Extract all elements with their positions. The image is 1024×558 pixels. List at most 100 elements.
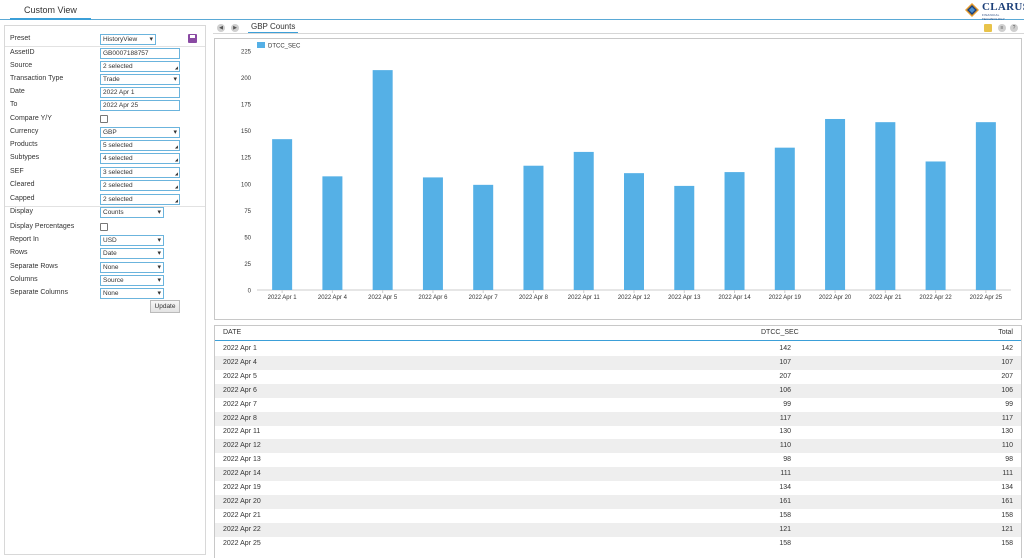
date-input[interactable]: 2022 Apr 1 xyxy=(100,87,180,98)
table-row[interactable]: 2022 Apr 25 158 158 xyxy=(215,537,1021,551)
logo-subtext: FINANCIAL TECHNOLOGY xyxy=(982,13,1006,21)
table-row[interactable]: 2022 Apr 20 161 161 xyxy=(215,494,1021,509)
subtypes-multiselect[interactable]: 4 selected xyxy=(100,153,180,164)
display-select[interactable]: Counts xyxy=(100,207,164,218)
x-tick-label: 2022 Apr 21 xyxy=(869,295,902,301)
cell-date: 2022 Apr 22 xyxy=(223,525,261,533)
cell-total: 161 xyxy=(1001,497,1013,505)
currency-select[interactable]: GBP xyxy=(100,127,180,138)
table-row[interactable]: 2022 Apr 13 98 98 xyxy=(215,453,1021,467)
bar[interactable] xyxy=(724,172,745,290)
bar[interactable] xyxy=(272,139,293,290)
filter-panel: Preset HistoryView AssetID GB0007188757 … xyxy=(4,25,206,555)
x-tick-label: 2022 Apr 13 xyxy=(668,295,701,301)
bar[interactable] xyxy=(573,151,594,290)
y-tick-label: 150 xyxy=(241,129,252,135)
table-row[interactable]: 2022 Apr 21 158 158 xyxy=(215,509,1021,523)
columns-select[interactable]: Source xyxy=(100,275,164,286)
separate-rows-select[interactable]: None xyxy=(100,262,164,273)
x-tick-label: 2022 Apr 22 xyxy=(919,295,952,301)
table-row[interactable]: 2022 Apr 19 134 134 xyxy=(215,481,1021,495)
floppy-disk-icon[interactable] xyxy=(188,34,197,43)
table-row[interactable]: 2022 Apr 11 130 130 xyxy=(215,425,1021,439)
separate-columns-select[interactable]: None xyxy=(100,288,164,299)
bar[interactable] xyxy=(875,122,896,291)
preset-select[interactable]: HistoryView xyxy=(100,34,156,45)
x-tick-label: 2022 Apr 8 xyxy=(519,295,549,301)
bar-chart: 0 25 50 75 100 125 150 175 200 225 2022 Apr 1 2022 … xyxy=(214,38,1022,320)
capped-row: Capped 2 selected xyxy=(10,194,200,206)
capped-label: Capped xyxy=(10,195,35,202)
columns-label: Columns xyxy=(10,276,38,283)
header-total[interactable]: Total xyxy=(998,329,1013,336)
export-document-icon[interactable] xyxy=(984,24,992,32)
bar[interactable] xyxy=(674,185,695,290)
table-row[interactable]: 2022 Apr 7 99 99 xyxy=(215,398,1021,412)
collapse-left-icon[interactable]: ◀ xyxy=(217,24,225,32)
bar[interactable] xyxy=(624,173,644,290)
bar[interactable] xyxy=(372,70,393,291)
to-date-input[interactable]: 2022 Apr 25 xyxy=(100,100,180,111)
top-bar: Custom View CLARUS FINANCIAL TECHNOLOGY xyxy=(0,0,1024,21)
assetid-input[interactable]: GB0007188757 xyxy=(100,48,180,59)
rows-select[interactable]: Date xyxy=(100,248,164,259)
bar[interactable] xyxy=(774,147,795,290)
cell-total: 121 xyxy=(1001,525,1013,533)
cell-date: 2022 Apr 19 xyxy=(223,484,261,491)
cell-dtcc-sec: 142 xyxy=(779,345,791,352)
bar[interactable] xyxy=(473,184,494,290)
bar[interactable] xyxy=(422,177,443,290)
cleared-multiselect[interactable]: 2 selected xyxy=(100,180,180,191)
cell-total: 107 xyxy=(1001,358,1013,366)
bar[interactable] xyxy=(925,161,946,290)
table-row[interactable]: 2022 Apr 8 117 117 xyxy=(215,411,1021,426)
capped-multiselect[interactable]: 2 selected xyxy=(100,194,180,205)
toolbar-icons: ≡ ? xyxy=(984,24,1020,34)
table-row[interactable]: 2022 Apr 6 106 106 xyxy=(215,383,1021,398)
table-row[interactable]: 2022 Apr 1 142 142 xyxy=(215,342,1021,356)
cell-dtcc-sec: 111 xyxy=(780,470,791,478)
products-multiselect[interactable]: 5 selected xyxy=(100,140,180,151)
cell-dtcc-sec: 121 xyxy=(779,525,791,533)
cell-total: 99 xyxy=(1005,400,1013,408)
table-row[interactable]: 2022 Apr 5 207 207 xyxy=(215,370,1021,384)
compare-yy-row: Compare Y/Y xyxy=(10,114,200,126)
tab-custom-view[interactable]: Custom View xyxy=(10,3,91,20)
cell-total: 158 xyxy=(1001,511,1013,519)
settings-icon[interactable]: ≡ xyxy=(998,24,1006,32)
legend-label[interactable]: DTCC_SEC xyxy=(268,44,301,50)
bar[interactable] xyxy=(825,118,846,290)
compare-yy-checkbox[interactable] xyxy=(100,115,108,123)
report-in-label: Report In xyxy=(10,236,39,243)
separate-rows-label: Separate Rows xyxy=(10,263,58,270)
header-dtcc-sec[interactable]: DTCC_SEC xyxy=(761,329,799,336)
update-button[interactable]: Update xyxy=(150,300,180,313)
table-row[interactable]: 2022 Apr 14 111 111 xyxy=(215,467,1021,482)
display-percentages-label: Display Percentages xyxy=(10,223,75,230)
y-tick-label: 175 xyxy=(241,103,252,109)
source-multiselect[interactable]: 2 selected xyxy=(100,61,180,72)
transaction-type-select[interactable]: Trade xyxy=(100,74,180,85)
cell-dtcc-sec: 158 xyxy=(779,539,791,547)
to-label: To xyxy=(10,101,18,108)
header-date[interactable]: DATE xyxy=(223,329,242,336)
tab-gbp-counts[interactable]: GBP Counts xyxy=(248,21,299,33)
report-in-select[interactable]: USD xyxy=(100,235,164,246)
table-row[interactable]: 2022 Apr 22 121 121 xyxy=(215,522,1021,537)
bar[interactable] xyxy=(523,165,544,290)
cell-dtcc-sec: 130 xyxy=(779,428,791,436)
bar[interactable] xyxy=(322,176,343,290)
display-percentages-checkbox[interactable] xyxy=(100,223,108,231)
products-row: Products 5 selected xyxy=(10,140,200,152)
expand-right-icon[interactable]: ▶ xyxy=(231,24,239,32)
sef-multiselect[interactable]: 3 selected xyxy=(100,167,180,178)
x-tick-label: 2022 Apr 20 xyxy=(819,295,852,301)
clarus-logo[interactable]: CLARUS FINANCIAL TECHNOLOGY xyxy=(964,1,1024,21)
table-row[interactable]: 2022 Apr 12 110 110 xyxy=(215,439,1021,454)
chart-svg: 0 25 50 75 100 125 150 175 200 225 2022 Apr 1 2022 … xyxy=(241,42,1011,301)
bar[interactable] xyxy=(975,122,996,291)
table-row[interactable]: 2022 Apr 4 107 107 xyxy=(215,355,1021,370)
help-icon[interactable]: ? xyxy=(1010,24,1018,32)
x-tick-label: 2022 Apr 19 xyxy=(769,295,802,301)
cell-total: 130 xyxy=(1001,428,1013,436)
